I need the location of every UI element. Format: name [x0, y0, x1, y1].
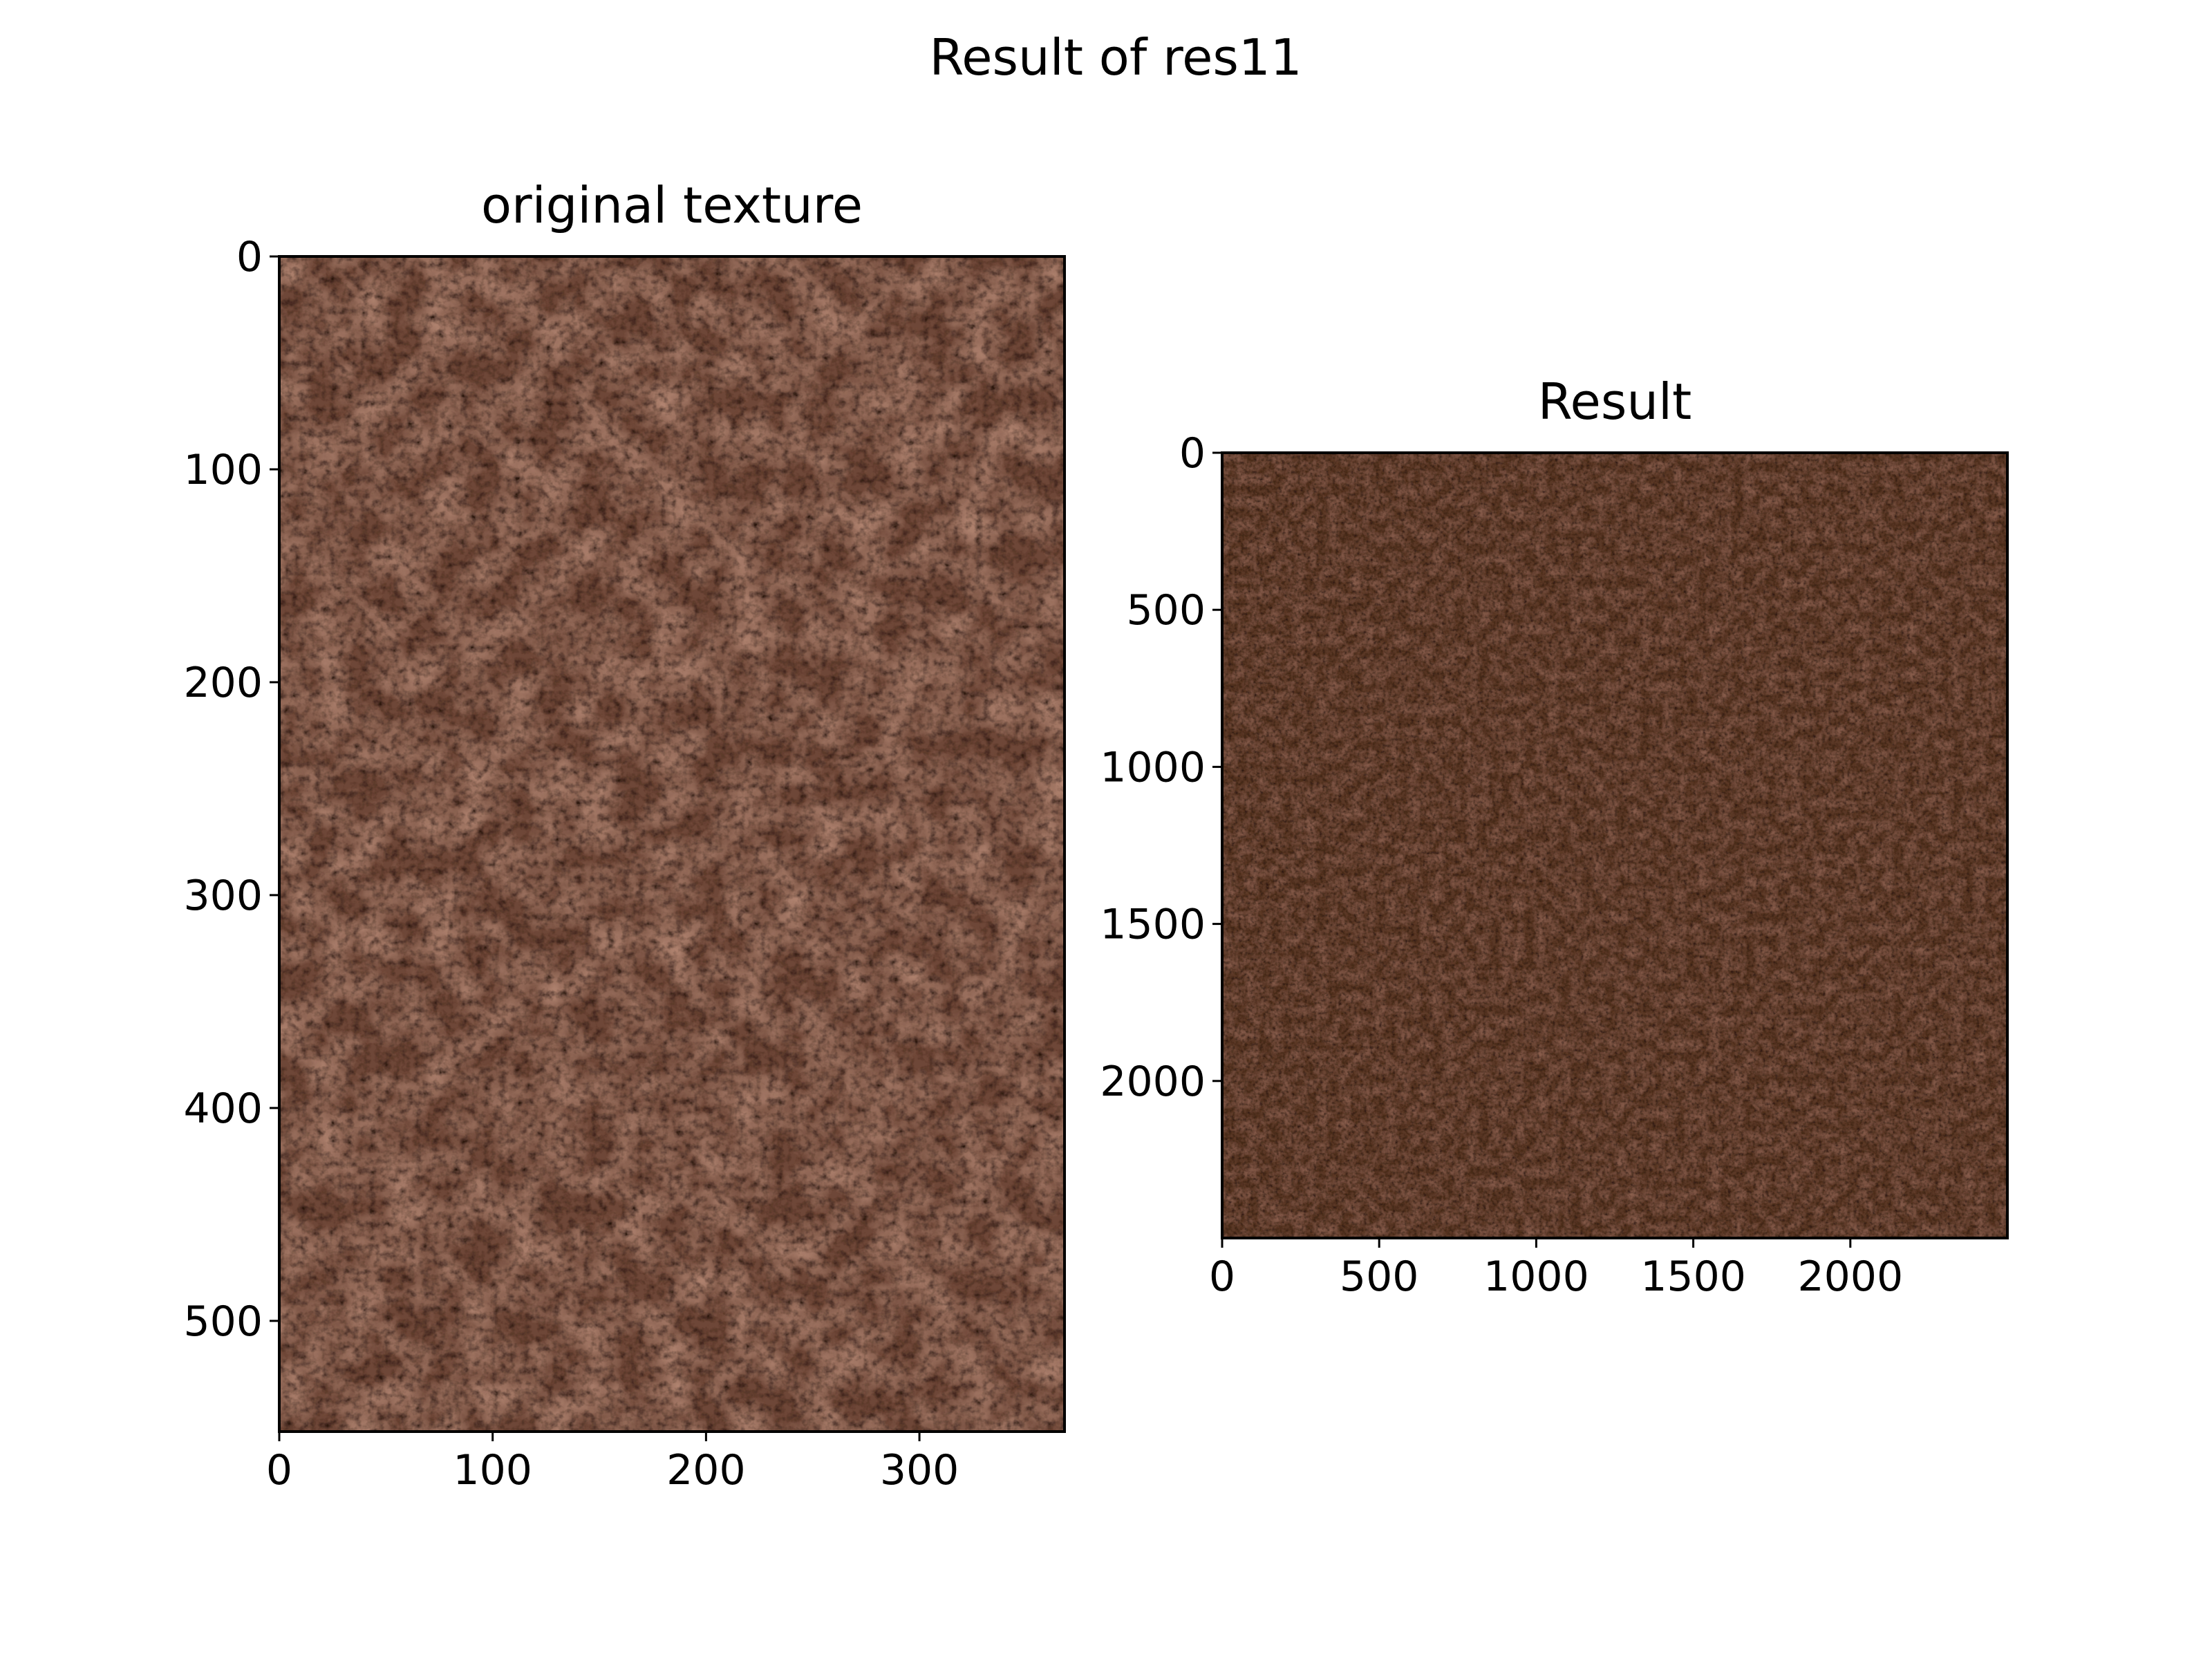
x-tick-label: 0: [266, 1446, 292, 1494]
x-tick-label: 500: [1340, 1253, 1419, 1301]
panel-title: Result: [1538, 373, 1691, 431]
y-tick-label: 0: [236, 233, 263, 281]
x-tick-label: 2000: [1797, 1253, 1903, 1301]
y-tick-label: 2000: [1100, 1058, 1206, 1106]
figure-title: Result of res11: [929, 28, 1302, 86]
panel-result: Result 0 500 1000 1500 2000 0 500 1000 1500 2000: [1100, 373, 2009, 1301]
y-tick-label: 300: [183, 872, 263, 920]
panel-original-texture: original texture 0 100 200 300 0 100 200 300 40…: [183, 176, 1066, 1494]
y-tick-label: 200: [183, 659, 263, 707]
x-tick-label: 0: [1209, 1253, 1235, 1301]
y-axis-ticks: 0 500 1000 1500 2000: [1100, 429, 1222, 1106]
y-axis-ticks: 0 100 200 300 400 500: [183, 233, 279, 1346]
x-tick-label: 300: [880, 1446, 959, 1494]
result-texture-image: [1222, 453, 2007, 1238]
original-texture-image: [279, 256, 1065, 1432]
y-tick-label: 1500: [1100, 901, 1206, 949]
y-tick-label: 1000: [1100, 743, 1206, 791]
x-tick-label: 100: [453, 1446, 532, 1494]
x-tick-label: 1000: [1483, 1253, 1589, 1301]
panel-title: original texture: [481, 176, 863, 234]
y-tick-label: 100: [183, 446, 263, 494]
y-tick-label: 500: [183, 1297, 263, 1346]
y-tick-label: 500: [1126, 586, 1206, 635]
axes-frame: [1221, 451, 2009, 1239]
x-axis-ticks: 0 100 200 300: [266, 1432, 959, 1494]
y-tick-label: 0: [1179, 429, 1206, 478]
axes-frame: [278, 255, 1066, 1433]
x-tick-label: 1500: [1640, 1253, 1746, 1301]
x-tick-label: 200: [666, 1446, 746, 1494]
x-axis-ticks: 0 500 1000 1500 2000: [1209, 1238, 1903, 1301]
y-tick-label: 400: [183, 1085, 263, 1133]
